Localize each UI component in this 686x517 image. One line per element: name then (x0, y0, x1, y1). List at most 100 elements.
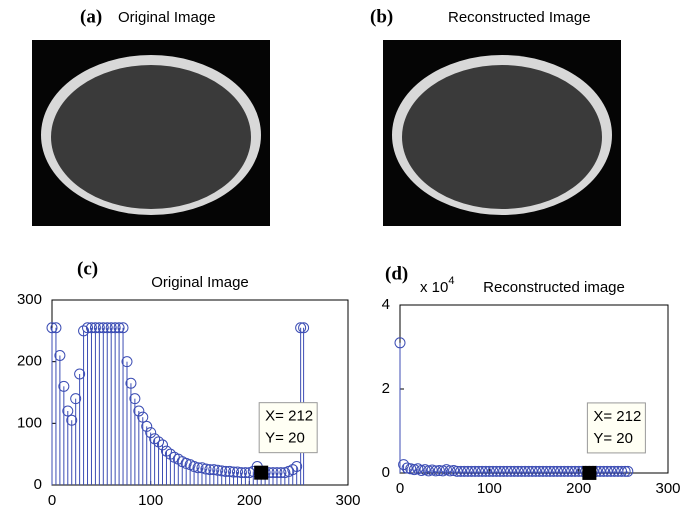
stem-marker (271, 467, 283, 479)
stem-marker (70, 393, 82, 405)
y-multiplier: x 104 (420, 275, 454, 296)
y-tick-label: 0 (382, 464, 390, 481)
stem-marker (66, 414, 78, 426)
y-tick-label: 300 (17, 291, 42, 308)
panel-label: (c) (77, 258, 98, 279)
stem-marker (519, 465, 531, 477)
stem-marker (216, 465, 228, 477)
x-tick-label: 0 (396, 480, 404, 497)
y-tick-label: 4 (382, 296, 390, 313)
stem-marker (483, 465, 495, 477)
stem-marker (224, 465, 236, 477)
stem-marker (192, 462, 204, 474)
stem-marker (117, 322, 129, 334)
stem-marker (455, 465, 467, 477)
multiplier-exp: 4 (448, 275, 454, 287)
datatip-box (586, 402, 646, 454)
stem-marker (601, 465, 613, 477)
stem-marker (530, 465, 542, 477)
x-tick-label: 200 (566, 480, 591, 497)
stem-marker (149, 433, 161, 445)
datatip-box (258, 402, 318, 454)
stem-marker (605, 465, 617, 477)
stem-marker (537, 465, 549, 477)
stem-marker (619, 465, 631, 477)
stem-marker (298, 322, 310, 334)
x-tick-label: 100 (477, 480, 502, 497)
x-tick-label: 0 (48, 492, 56, 509)
stem-marker (616, 465, 628, 477)
stem-marker (498, 465, 510, 477)
stem-marker (541, 465, 553, 477)
stem-marker (451, 465, 463, 477)
stem-marker (46, 322, 58, 334)
stem-marker (212, 464, 224, 476)
stem-marker (58, 380, 70, 392)
x-tick-label: 100 (138, 492, 163, 509)
x-tick-label: 200 (237, 492, 262, 509)
stem-marker (54, 350, 66, 361)
datatip-marker (254, 465, 269, 480)
stem-marker (544, 465, 556, 477)
stem-marker (430, 465, 442, 477)
stem-marker (153, 436, 165, 448)
stem-marker (433, 464, 445, 476)
x-tick-label: 300 (655, 480, 680, 497)
stem-marker (141, 420, 153, 432)
chart-title: Original Image (151, 274, 249, 291)
stem-marker (480, 465, 492, 477)
stem-marker (164, 448, 176, 460)
x-tick-label: 300 (335, 492, 360, 509)
stem-marker (50, 322, 62, 334)
stem-marker (239, 467, 251, 479)
stem-marker (523, 465, 535, 477)
stem-marker (129, 393, 141, 405)
stem-marker (200, 463, 212, 475)
stem-marker (458, 465, 470, 477)
stem-marker (160, 445, 172, 457)
chart-title: Reconstructed image (483, 279, 625, 296)
datatip-y: Y= 20 (265, 430, 305, 447)
stem-marker (476, 465, 488, 477)
stem-marker (394, 337, 406, 349)
stem-marker (494, 465, 506, 477)
stem-marker (598, 465, 610, 477)
stem-marker (231, 466, 243, 478)
multiplier-base: x 10 (420, 279, 448, 296)
stem-marker (469, 465, 481, 477)
stem-marker (101, 322, 113, 334)
stem-marker (145, 427, 157, 439)
stem-marker (548, 465, 560, 477)
stem-marker (208, 464, 220, 476)
y-tick-label: 0 (34, 476, 42, 493)
stem-marker (295, 322, 307, 334)
stem-marker (508, 465, 520, 477)
stem-marker (85, 322, 97, 334)
stem-marker (125, 377, 137, 389)
stem-marker (608, 465, 620, 477)
stem-marker (275, 467, 287, 479)
stem-marker (501, 465, 513, 477)
panel-label: (a) (80, 6, 102, 27)
stem-marker (105, 322, 117, 334)
stem-marker (109, 322, 121, 334)
panel-a: (a) Original Image (32, 6, 270, 226)
stem-marker (78, 325, 90, 337)
stem-marker (555, 465, 567, 477)
datatip-x: X= 212 (265, 408, 313, 425)
panel-label: (b) (370, 6, 393, 27)
stem-marker (204, 464, 216, 476)
y-tick-label: 100 (17, 414, 42, 431)
stem-marker (113, 322, 125, 334)
stem-marker (487, 465, 499, 477)
stem-marker (558, 465, 570, 477)
stem-marker (622, 465, 634, 477)
stem-marker (551, 465, 563, 477)
stem-marker (512, 465, 524, 477)
stem-marker (157, 439, 169, 451)
stem-marker (473, 465, 485, 477)
stem-marker (444, 465, 456, 477)
datatip-marker (582, 465, 597, 480)
